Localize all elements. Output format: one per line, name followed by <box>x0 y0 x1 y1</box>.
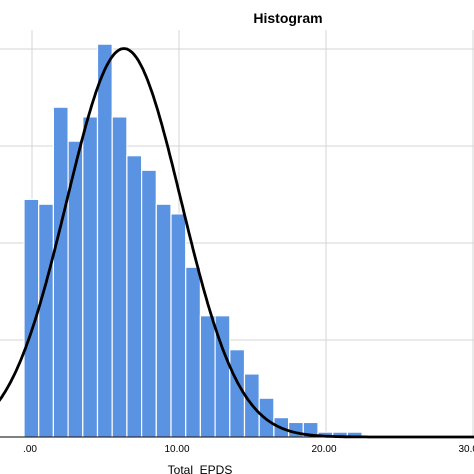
histogram-bar <box>96 43 113 438</box>
histogram-bar <box>199 315 216 438</box>
bars-layer <box>23 43 363 438</box>
histogram-bar <box>82 116 99 438</box>
histogram-bar <box>185 266 201 438</box>
histogram-bar <box>170 213 187 438</box>
chart-title: Histogram <box>253 10 322 26</box>
x-tick-label: 30.00 <box>458 444 474 455</box>
histogram-bar <box>38 203 55 438</box>
x-tick-label: 10.00 <box>164 444 189 455</box>
x-axis-label: Total_EPDS <box>168 463 233 474</box>
histogram-bar <box>141 169 157 438</box>
x-tick-label: .00 <box>23 444 37 455</box>
histogram-bar <box>126 155 143 438</box>
x-tick-label: 20.00 <box>311 444 336 455</box>
x-tick-labels: .00 10.00 20.00 30.00 <box>23 444 474 455</box>
histogram-bar <box>52 106 69 438</box>
histogram-bar <box>155 203 172 438</box>
histogram-bar <box>111 116 128 438</box>
